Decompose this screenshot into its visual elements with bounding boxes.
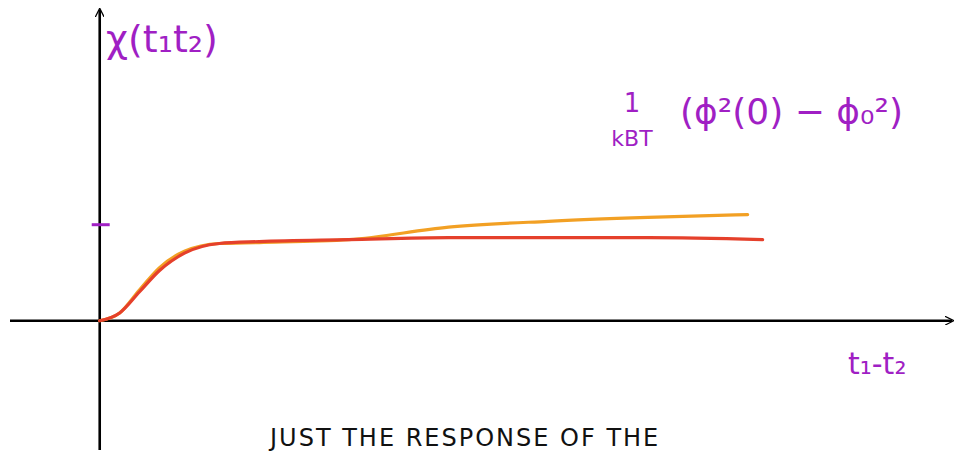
caption: JUST THE RESPONSE OF THE: [268, 424, 660, 452]
curve: [100, 215, 748, 321]
y-axis: [92, 10, 110, 450]
chart: χ(t₁t₂) t₁-t₂ 1 kBT (ϕ²(0) − ϕ₀²) JUST THE RE…: [0, 0, 962, 459]
y-tick-mark: [92, 223, 110, 226]
annotation-denominator: kBT: [611, 126, 653, 151]
x-axis-title: t₁-t₂: [848, 346, 906, 381]
x-axis-line: [10, 319, 952, 322]
annotation-expression: (ϕ²(0) − ϕ₀²): [680, 91, 903, 132]
y-axis-title: χ(t₁t₂): [106, 17, 218, 61]
y-axis-line: [98, 10, 101, 450]
curve: [100, 238, 763, 321]
plot-area: [100, 215, 763, 321]
x-axis: [10, 320, 952, 321]
annotation-numerator: 1: [624, 88, 641, 118]
y-tick: [92, 224, 110, 225]
